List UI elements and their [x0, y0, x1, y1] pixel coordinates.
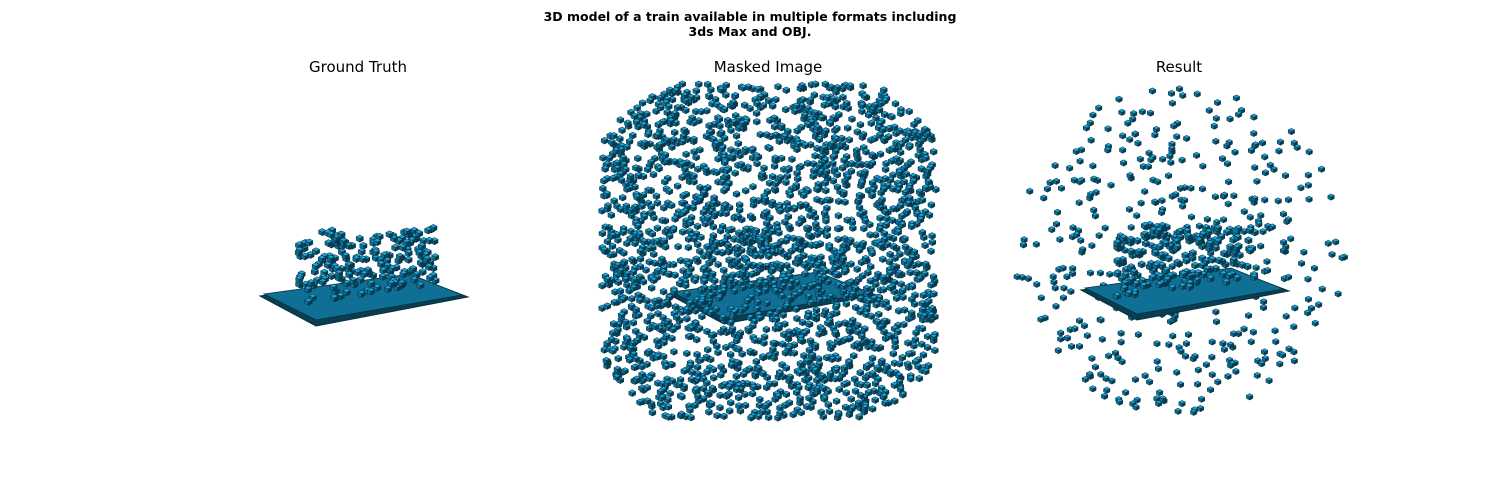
- panel-title-result: Result: [1155, 58, 1203, 76]
- result-voxel-view: [1013, 85, 1349, 416]
- figure-title: 3D model of a train available in multipl…: [543, 9, 957, 39]
- masked-image-noise-voxels: [598, 80, 940, 422]
- result-voxels: [1013, 85, 1349, 416]
- panel-title-masked-image: Masked Image: [713, 58, 823, 76]
- ground-truth-voxel-view: [258, 224, 470, 327]
- masked-image-voxel-view: [598, 80, 940, 422]
- panel-title-ground-truth: Ground Truth: [309, 58, 407, 76]
- ground-truth-train-voxels: [258, 224, 470, 327]
